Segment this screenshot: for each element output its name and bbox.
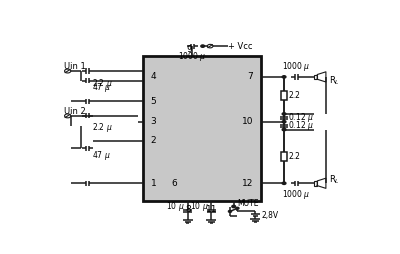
Text: 0.12 $\mu$: 0.12 $\mu$	[288, 119, 314, 132]
Text: 10: 10	[242, 117, 253, 126]
Text: 2.2 $\mu$: 2.2 $\mu$	[92, 121, 112, 134]
Text: 10 $\mu$: 10 $\mu$	[166, 200, 185, 213]
Text: 2.2: 2.2	[288, 152, 300, 161]
Circle shape	[282, 113, 286, 115]
Text: 1000 $\mu$: 1000 $\mu$	[282, 187, 311, 201]
Text: MUTE: MUTE	[237, 199, 258, 208]
Circle shape	[232, 205, 236, 208]
Text: 47 $\mu$: 47 $\mu$	[92, 81, 110, 94]
Text: 2.2 $\mu$: 2.2 $\mu$	[92, 77, 112, 90]
Text: Uin 2: Uin 2	[64, 106, 86, 116]
Text: Uin 1: Uin 1	[64, 62, 86, 71]
Text: 11: 11	[206, 204, 217, 214]
Text: 2,8V: 2,8V	[262, 211, 279, 220]
Text: 7: 7	[247, 72, 253, 81]
Text: 2: 2	[151, 136, 156, 145]
Text: 8: 8	[185, 204, 191, 214]
Text: + Vcc: + Vcc	[228, 42, 253, 51]
Circle shape	[282, 76, 286, 78]
Text: 0.12 $\mu$: 0.12 $\mu$	[288, 111, 314, 124]
Text: 6: 6	[171, 179, 177, 188]
Text: 4: 4	[151, 72, 156, 81]
Circle shape	[282, 121, 286, 123]
Bar	[314, 74, 317, 79]
Bar	[281, 152, 288, 161]
Bar	[143, 56, 261, 201]
Circle shape	[282, 129, 286, 131]
Text: 10 $\mu$: 10 $\mu$	[190, 200, 208, 213]
Text: 1000 $\mu$: 1000 $\mu$	[282, 60, 311, 73]
Text: 5: 5	[151, 97, 156, 106]
Text: R$_L$: R$_L$	[329, 75, 340, 87]
Bar	[314, 181, 317, 186]
Text: 9: 9	[186, 45, 192, 54]
Text: 2.2: 2.2	[288, 91, 300, 100]
Bar	[281, 91, 288, 100]
Circle shape	[228, 210, 232, 212]
Circle shape	[201, 45, 204, 47]
Text: 47 $\mu$: 47 $\mu$	[92, 149, 110, 162]
Text: 1: 1	[151, 179, 156, 188]
Circle shape	[236, 207, 239, 209]
Text: 3: 3	[151, 117, 156, 126]
Text: 1000 $\mu$: 1000 $\mu$	[178, 51, 207, 64]
Text: R$_L$: R$_L$	[329, 173, 340, 186]
Circle shape	[282, 182, 286, 184]
Text: 12: 12	[242, 179, 253, 188]
